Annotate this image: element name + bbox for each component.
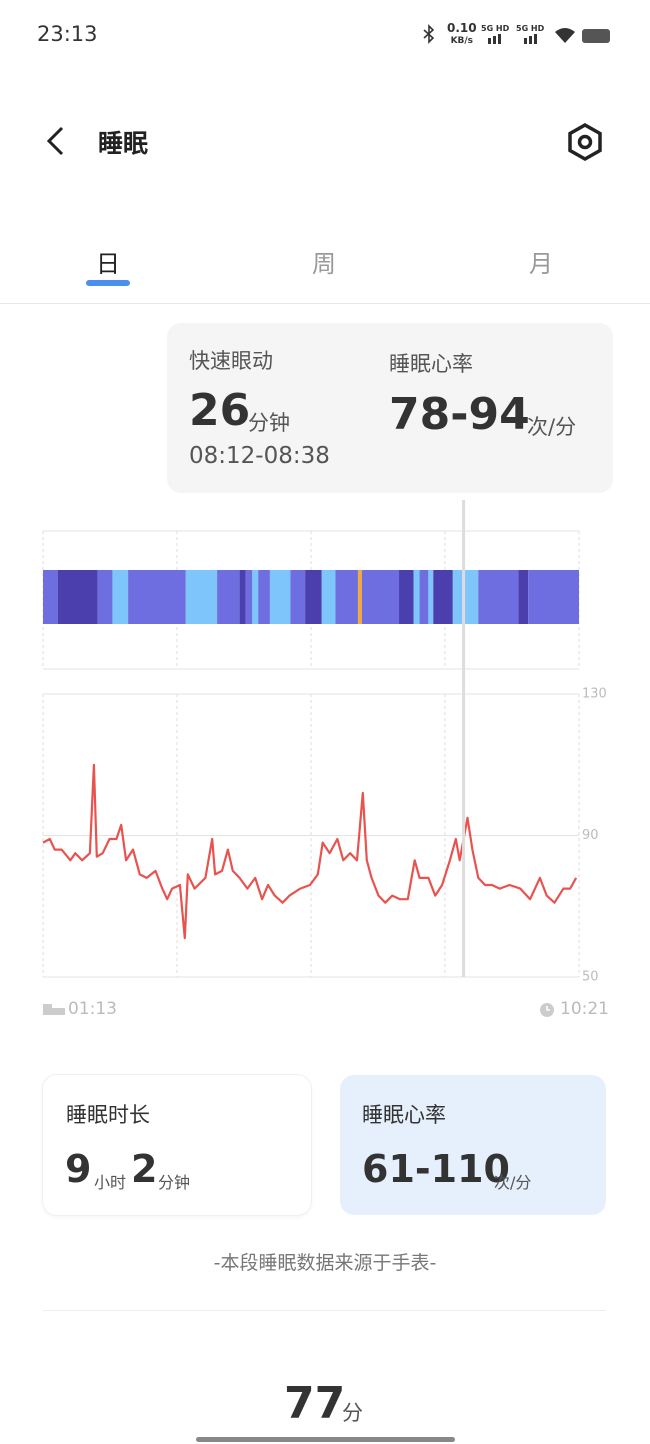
- y-tick-label: 50: [582, 970, 599, 985]
- stage-segment: [269, 570, 291, 624]
- settings-button[interactable]: [565, 122, 605, 162]
- hr-card[interactable]: 睡眠心率 61-110 次/分: [340, 1075, 606, 1215]
- score: 77: [284, 1378, 346, 1429]
- tooltip-time-range: 08:12-08:38: [189, 443, 330, 469]
- source-note: -本段睡眠数据来源于手表-: [213, 1252, 437, 1274]
- card-label: 睡眠心率: [362, 1103, 446, 1127]
- tooltip-hr-range: 78-94: [389, 389, 530, 440]
- net-speed-value: 0.10: [447, 21, 477, 35]
- divider: [0, 303, 650, 304]
- stage-segment: [361, 570, 400, 624]
- stage-segment: [185, 570, 218, 624]
- bed-icon: [43, 1004, 65, 1015]
- home-indicator: [196, 1437, 455, 1442]
- y-tick-label: 90: [582, 828, 599, 843]
- charts: 50 90 130: [42, 500, 607, 985]
- stage-segment: [128, 570, 186, 624]
- stage-segment: [217, 570, 240, 624]
- tab-day[interactable]: 日: [96, 250, 120, 278]
- card-label: 睡眠时长: [66, 1103, 150, 1127]
- alarm-icon: [540, 1003, 554, 1017]
- hours: 9: [65, 1147, 92, 1191]
- stage-segment: [433, 570, 453, 624]
- net-speed: 0.10 KB/s: [447, 21, 477, 47]
- stage-segment: [335, 570, 358, 624]
- stage-segment: [478, 570, 519, 624]
- sim2: 5G HD: [516, 24, 545, 33]
- signal-icons: [488, 34, 537, 44]
- tooltip-duration-unit: 分钟: [248, 411, 290, 435]
- stage-segment: [290, 570, 306, 624]
- stage-segment: [518, 570, 529, 624]
- stage-segment: [528, 570, 579, 624]
- stage-segment: [43, 570, 58, 624]
- back-button[interactable]: [40, 124, 70, 158]
- stage-segment: [258, 570, 270, 624]
- hr-range: 61-110: [362, 1147, 510, 1191]
- stage-segment: [305, 570, 322, 624]
- stage-segment: [419, 570, 429, 624]
- net-unit: KB/s: [450, 36, 474, 46]
- duration-card[interactable]: 睡眠时长 9 小时 2 分钟: [43, 1075, 311, 1215]
- stage-segment: [252, 570, 259, 624]
- divider: [43, 1310, 606, 1311]
- tab-month[interactable]: 月: [529, 250, 553, 278]
- stage-segment: [245, 570, 253, 624]
- minute-unit: 分钟: [158, 1173, 191, 1192]
- stage-segment: [239, 570, 246, 624]
- stage-segment: [357, 570, 362, 624]
- hr-unit: 次/分: [494, 1173, 532, 1192]
- tab-week[interactable]: 周: [312, 250, 336, 278]
- tab-indicator: [86, 280, 130, 286]
- y-tick-label: 130: [582, 687, 607, 702]
- tooltip-hr-unit: 次/分: [527, 415, 577, 439]
- score-unit: 分: [342, 1401, 363, 1425]
- tooltip-stage: 快速眼动: [189, 349, 273, 373]
- battery-icon: [582, 29, 610, 43]
- stage-segment: [112, 570, 129, 624]
- stage-segment: [321, 570, 336, 624]
- tooltip-hr-label: 睡眠心率: [389, 352, 473, 376]
- hour-unit: 小时: [94, 1173, 127, 1192]
- stage-segment: [428, 570, 434, 624]
- start-time: 01:13: [68, 999, 117, 1019]
- minutes: 2: [131, 1147, 158, 1191]
- stage-segment: [452, 570, 479, 624]
- stage-segment: [399, 570, 414, 624]
- status-icons: [423, 24, 610, 44]
- end-time: 10:21: [560, 999, 609, 1019]
- bluetooth-icon: [423, 24, 435, 44]
- tooltip-duration: 26: [189, 385, 251, 436]
- stage-segment: [413, 570, 420, 624]
- sim1: 5G HD: [481, 24, 510, 33]
- tooltip: 快速眼动 26 分钟 08:12-08:38 睡眠心率 78-94 次/分: [167, 323, 613, 493]
- stage-segment: [57, 570, 98, 624]
- stage-segment: [97, 570, 113, 624]
- page-title: 睡眠: [98, 129, 149, 158]
- wifi-icon: [555, 28, 575, 43]
- status-time: 23:13: [37, 22, 98, 46]
- heart-rate-line: [42, 763, 578, 940]
